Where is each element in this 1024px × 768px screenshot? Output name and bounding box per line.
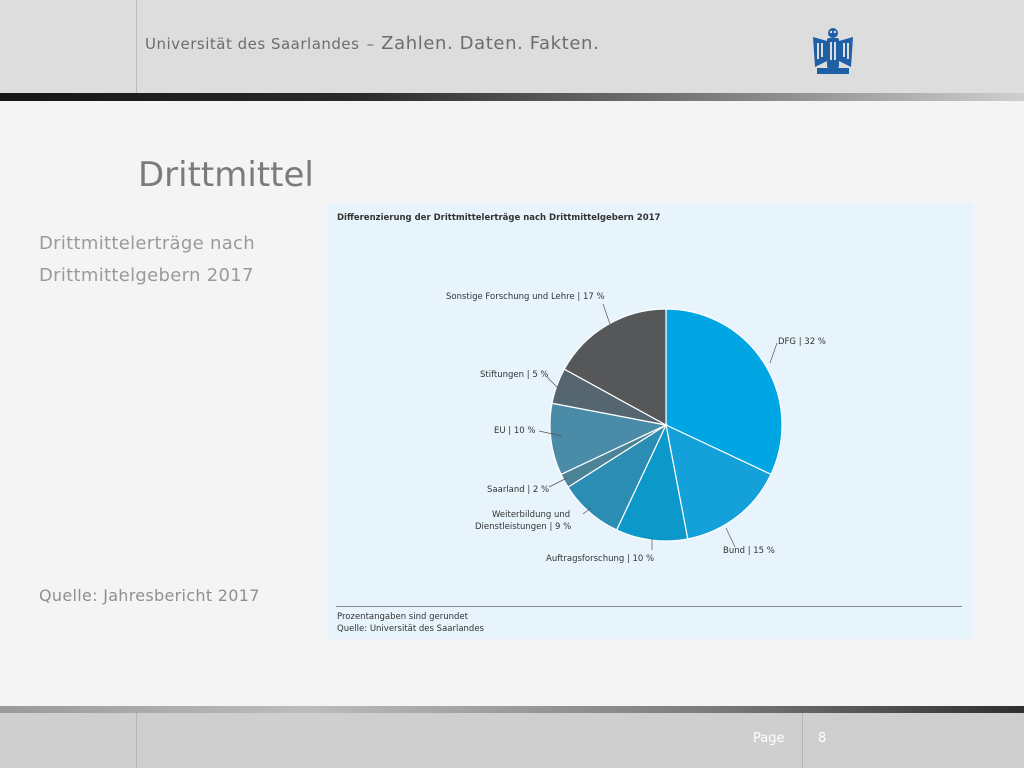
slice-label-eu: EU | 10 % <box>494 426 535 436</box>
slice-label-weiterbildung-2: Dienstleistungen | 9 % <box>475 522 571 532</box>
footer-band <box>0 706 1024 713</box>
leader-line-dfg <box>769 342 778 364</box>
header-divider <box>136 0 137 93</box>
footer: Page 8 <box>0 713 1024 768</box>
leader-line-weiterbildung <box>582 507 592 515</box>
header-university: Universität des Saarlandes <box>145 35 360 53</box>
chart-source: Quelle: Universität des Saarlandes <box>337 624 484 634</box>
pie-slice-auftragsforschung <box>615 423 689 542</box>
slide-title: Drittmittel <box>138 155 314 195</box>
page-number: 8 <box>818 731 827 746</box>
pie-chart: DFG | 32 % Bund | 15 % Auftragsforschung… <box>446 292 826 564</box>
slice-label-saarland: Saarland | 2 % <box>487 485 549 495</box>
leader-line-saarland <box>548 477 568 488</box>
slice-label-weiterbildung-1: Weiterbildung und <box>492 510 570 520</box>
slide-subtitle: Drittmittelerträge nach Drittmittelgeber… <box>39 228 255 292</box>
subtitle-line-2: Drittmittelgebern 2017 <box>39 265 254 286</box>
university-seal-logo <box>813 28 853 74</box>
slide-source: Quelle: Jahresbericht 2017 <box>39 586 260 605</box>
slice-label-sonstige: Sonstige Forschung und Lehre | 17 % <box>446 292 605 302</box>
slice-label-dfg: DFG | 32 % <box>778 337 826 347</box>
pie-slice-bund <box>665 423 772 540</box>
chart-note: Prozentangaben sind gerundet <box>337 612 468 622</box>
header-tagline: Zahlen. Daten. Fakten. <box>381 33 600 54</box>
header-band <box>0 93 1024 101</box>
subtitle-line-1: Drittmittelerträge nach <box>39 233 255 254</box>
footer-divider-right <box>802 713 803 768</box>
leader-line-stiftungen <box>546 376 561 391</box>
pie-slice-dfg <box>665 308 783 476</box>
header-title: Universität des Saarlandes – Zahlen. Dat… <box>145 33 599 54</box>
leader-line-bund <box>725 527 736 548</box>
slice-label-bund: Bund | 15 % <box>723 546 775 556</box>
pie-slice-eu <box>549 402 668 476</box>
slice-label-auftragsforschung: Auftragsforschung | 10 % <box>546 554 654 564</box>
header: Universität des Saarlandes – Zahlen. Dat… <box>0 0 1024 93</box>
pie-slice-sonstige <box>563 308 667 427</box>
chart-divider <box>336 606 962 607</box>
chart-panel: Differenzierung der Drittmittelerträge n… <box>327 203 973 639</box>
page-label: Page <box>753 731 785 746</box>
header-dash: – <box>366 35 375 53</box>
leader-line-sonstige <box>602 303 612 328</box>
chart-title: Differenzierung der Drittmittelerträge n… <box>337 213 661 223</box>
leader-line-eu <box>538 430 563 437</box>
slice-label-stiftungen: Stiftungen | 5 % <box>480 370 549 380</box>
footer-divider-left <box>136 713 137 768</box>
